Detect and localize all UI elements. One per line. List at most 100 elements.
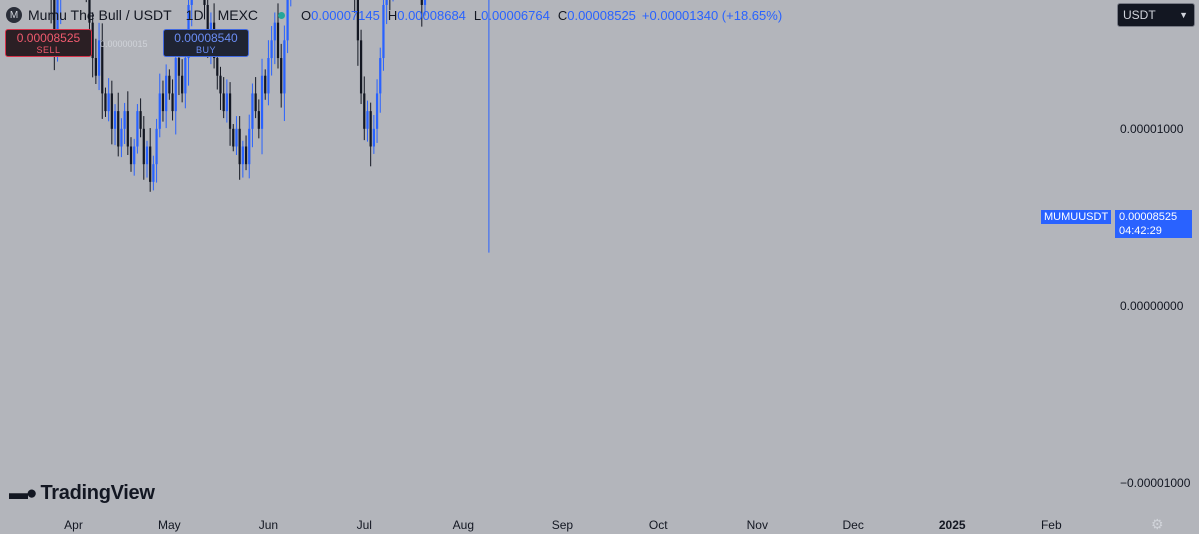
candle-body: [171, 93, 174, 112]
candle-body: [382, 4, 385, 59]
sell-price: 0.00008525: [16, 31, 81, 45]
candle-body: [273, 22, 276, 41]
candle-body: [123, 111, 126, 129]
candle-body: [219, 75, 222, 94]
close-value: 0.00008525: [567, 7, 636, 23]
candle-body: [372, 128, 375, 147]
x-tick-label: Jul: [356, 518, 372, 532]
candle-body: [155, 128, 158, 165]
candle-body: [91, 22, 94, 59]
candle-body: [254, 93, 257, 112]
candle-body: [359, 40, 363, 94]
candle-body: [366, 111, 369, 129]
price-line-label: 0.00008525 04:42:29: [1115, 210, 1192, 238]
candle-body: [190, 0, 193, 5]
high-value: 0.00008684: [397, 7, 466, 23]
tradingview-wordmark: TradingView: [40, 482, 155, 504]
candle-body: [139, 111, 142, 129]
currency-value: USDT: [1123, 8, 1156, 22]
price-line-price: 0.00008525: [1119, 211, 1178, 223]
tradingview-logo: ▬● TradingView: [9, 482, 155, 505]
symbol-name[interactable]: Mumu The Bull / USDT: [28, 7, 172, 23]
candle-body: [113, 111, 117, 129]
candle-body: [257, 111, 260, 129]
candle-body: [206, 4, 209, 41]
candle-body: [280, 58, 283, 94]
candle-body: [126, 111, 129, 147]
candle-body: [120, 128, 123, 147]
x-tick-label: Nov: [746, 518, 768, 532]
candle-body: [420, 0, 423, 5]
candle-body: [101, 40, 104, 94]
candle-body: [222, 93, 225, 112]
buy-label: BUY: [195, 45, 216, 55]
candle-body: [356, 0, 360, 41]
candle-body: [225, 93, 228, 112]
candle-body: [88, 0, 91, 23]
candle-body: [203, 0, 206, 5]
candle-body: [133, 146, 136, 165]
candle-body: [369, 111, 372, 147]
candle-body: [168, 75, 171, 94]
high-key: H: [387, 7, 398, 23]
candle-body: [184, 58, 187, 94]
candle-body: [142, 128, 145, 165]
candle-body: [232, 128, 235, 147]
candle-body: [129, 146, 133, 165]
candle-body: [174, 58, 177, 112]
candle-body: [241, 146, 244, 165]
chevron-down-icon: ▼: [1179, 10, 1188, 20]
candle-body: [53, 0, 56, 41]
candle-body: [286, 0, 289, 41]
buy-button[interactable]: 0.00008540 BUY: [163, 29, 249, 57]
candle-body: [238, 128, 241, 165]
candle-body: [385, 0, 388, 5]
y-tick-label: 0.00000000: [1120, 298, 1184, 313]
x-tick-label: Oct: [648, 518, 668, 532]
candle-body: [117, 111, 120, 147]
x-tick-label: Aug: [452, 518, 475, 532]
candle-body: [276, 22, 280, 59]
tradingview-mark-icon: ▬●: [9, 482, 38, 504]
x-tick-label: May: [158, 518, 181, 532]
candle-body: [145, 146, 149, 165]
chart-legend: M Mumu The Bull / USDT 1D MEXC O 0.000071…: [6, 5, 782, 25]
candle-body: [107, 93, 110, 112]
symbol-logo-icon: M: [6, 7, 22, 23]
low-value: 0.00006764: [481, 7, 550, 23]
spread-value: 0.00000015: [100, 39, 148, 49]
candle-body: [165, 75, 168, 112]
currency-select[interactable]: USDT ▼: [1117, 3, 1195, 27]
candle-body: [379, 58, 382, 94]
candle-body: [181, 75, 184, 94]
candle-body: [149, 146, 152, 182]
candle-body: [264, 75, 267, 94]
candle-body: [270, 40, 273, 59]
candle-body: [177, 58, 181, 76]
low-key: L: [473, 7, 482, 23]
buy-price: 0.00008540: [174, 31, 238, 45]
candle-body: [260, 75, 264, 129]
sell-label: SELL: [36, 45, 61, 55]
candle-body: [248, 128, 251, 165]
x-tick-label: Apr: [64, 518, 83, 532]
gear-icon[interactable]: ⚙: [1151, 516, 1164, 532]
market-status-dot-icon: [278, 11, 286, 19]
candle-body: [110, 93, 113, 129]
candle-body: [97, 40, 101, 76]
candle-body: [216, 58, 219, 76]
ohlc-readout: O 0.00007145 H 0.00008684 L 0.00006764 C 0.0…: [301, 8, 782, 23]
close-key: C: [557, 7, 568, 23]
candle-body: [228, 93, 232, 129]
interval-label[interactable]: 1D: [185, 7, 204, 23]
candle-body: [283, 40, 286, 94]
candle-body: [244, 146, 248, 165]
candle-body: [267, 58, 270, 94]
y-tick-label: 0.00001000: [1120, 121, 1184, 136]
candle-body: [251, 93, 254, 129]
sell-button[interactable]: 0.00008525 SELL: [5, 29, 92, 57]
open-value: 0.00007145: [311, 7, 380, 23]
x-tick-label: Sep: [551, 518, 574, 532]
x-tick-label: Jun: [258, 518, 279, 532]
